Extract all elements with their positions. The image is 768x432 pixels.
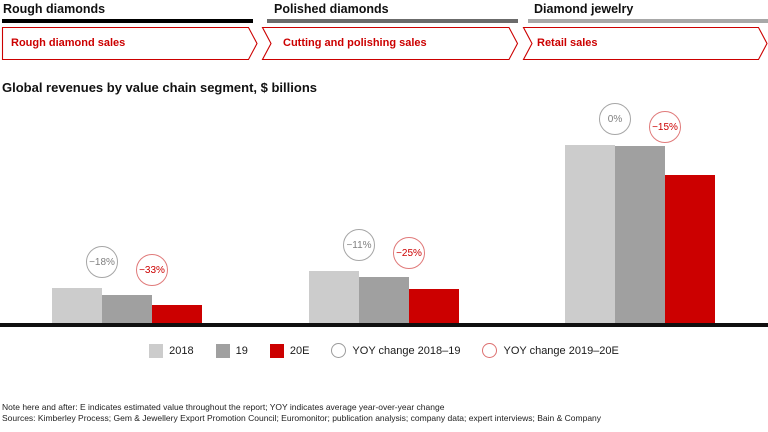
section-title-jewelry: Diamond jewelry bbox=[534, 2, 634, 16]
legend-item-3: 20E bbox=[269, 343, 310, 358]
section-underline-rough bbox=[2, 19, 253, 23]
stage-arrow-polished bbox=[261, 26, 519, 61]
bar-2018-group1 bbox=[52, 288, 102, 323]
yoy-badge-red-group2: −25% bbox=[393, 237, 425, 269]
stage-label-rough: Rough diamond sales bbox=[11, 37, 126, 49]
bar-19-group3 bbox=[615, 146, 665, 323]
footnotes: Note here and after: E indicates estimat… bbox=[2, 402, 601, 424]
bar-2018-group2 bbox=[309, 271, 359, 323]
stage-label-polished: Cutting and polishing sales bbox=[283, 37, 427, 49]
stage-arrow-rough bbox=[1, 26, 258, 61]
legend-item-5: YOY change 2019–20E bbox=[482, 343, 619, 358]
bar-19-group1 bbox=[102, 295, 152, 323]
chart-title: Global revenues by value chain segment, … bbox=[2, 80, 317, 95]
legend-label: 20E bbox=[289, 344, 310, 357]
legend-circle-swatch bbox=[331, 343, 347, 358]
legend-label: YOY change 2018–19 bbox=[352, 344, 461, 357]
x-axis-line bbox=[0, 323, 768, 327]
yoy-badge-gray-group3: 0% bbox=[599, 103, 631, 135]
legend-square-swatch bbox=[149, 343, 164, 358]
legend-circle-swatch bbox=[482, 343, 498, 358]
stage-label-jewelry: Retail sales bbox=[537, 37, 598, 49]
section-underline-jewelry bbox=[528, 19, 768, 23]
bar-20E-group3 bbox=[665, 175, 715, 323]
yoy-badge-red-group1: −33% bbox=[136, 254, 168, 286]
legend-label: 2018 bbox=[169, 344, 194, 357]
legend-square-swatch bbox=[215, 343, 230, 358]
footnote-sources: Sources: Kimberley Process; Gem & Jewell… bbox=[2, 413, 602, 423]
footnote-note: Note here and after: E indicates estimat… bbox=[2, 402, 445, 412]
yoy-badge-gray-group1: −18% bbox=[86, 246, 118, 278]
legend-label: 19 bbox=[235, 344, 248, 357]
legend: 2018 19 20E YOY change 2018–19 YOY change 20… bbox=[0, 343, 768, 358]
bar-20E-group2 bbox=[409, 289, 459, 323]
bar-19-group2 bbox=[359, 277, 409, 323]
section-title-polished: Polished diamonds bbox=[274, 2, 389, 16]
section-underline-polished bbox=[267, 19, 518, 23]
section-title-rough: Rough diamonds bbox=[3, 2, 106, 16]
legend-item-4: YOY change 2018–19 bbox=[331, 343, 460, 358]
yoy-badge-gray-group2: −11% bbox=[343, 229, 375, 261]
legend-item-2: 19 bbox=[215, 343, 248, 358]
bar-2018-group3 bbox=[565, 145, 615, 323]
legend-label: YOY change 2019–20E bbox=[503, 344, 619, 357]
yoy-badge-red-group3: −15% bbox=[649, 111, 681, 143]
legend-item-1: 2018 bbox=[149, 343, 194, 358]
stage-arrow-jewelry bbox=[522, 26, 768, 61]
legend-square-swatch bbox=[269, 343, 284, 358]
bar-20E-group1 bbox=[152, 305, 202, 323]
value-chain-arrows bbox=[1, 26, 768, 61]
